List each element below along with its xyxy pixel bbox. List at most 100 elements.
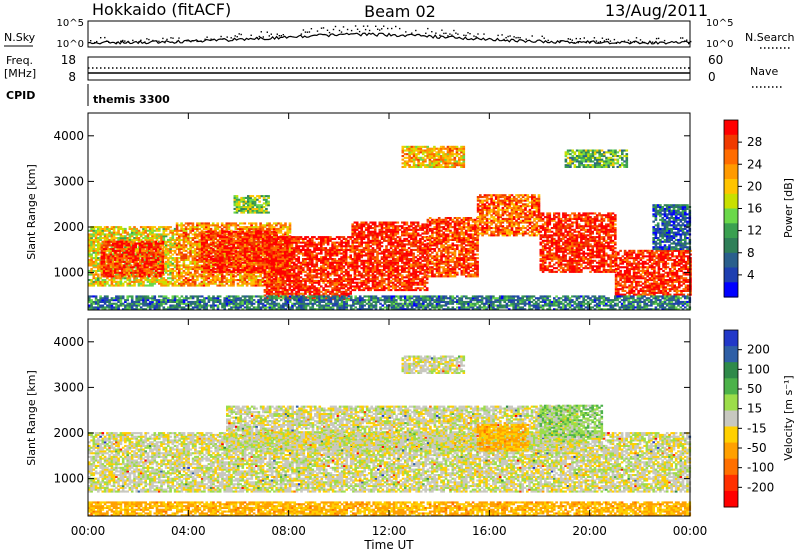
heatmap-cell [143, 255, 146, 257]
heatmap-cell [124, 277, 127, 279]
heatmap-cell [105, 246, 108, 248]
heatmap-cell [325, 242, 328, 244]
heatmap-cell [187, 264, 190, 266]
heatmap-cell [248, 258, 251, 260]
heatmap-cell [304, 264, 307, 266]
heatmap-cell [273, 234, 276, 236]
nsearch-point [513, 36, 514, 37]
heatmap-cell [174, 241, 177, 243]
heatmap-cell [196, 241, 199, 243]
heatmap-cell [112, 255, 115, 257]
heatmap-cell [325, 267, 328, 269]
heatmap-cell [203, 238, 206, 240]
heatmap-cell [93, 230, 96, 232]
heatmap-cell [257, 265, 260, 267]
heatmap-cell [183, 263, 186, 265]
heatmap-cell [180, 233, 183, 235]
heatmap-cell [104, 230, 107, 232]
heatmap-cell [235, 236, 238, 238]
heatmap-cell [123, 241, 126, 243]
heatmap-cell [251, 265, 254, 267]
heatmap-cell [112, 266, 115, 268]
heatmap-cell [180, 230, 183, 232]
heatmap-cell [135, 228, 138, 230]
heatmap-cell [228, 281, 231, 283]
nsearch-point [158, 41, 159, 42]
heatmap-cell [297, 249, 300, 251]
heatmap-cell [104, 235, 107, 237]
heatmap-cell [260, 271, 263, 273]
heatmap-cell [244, 279, 247, 281]
heatmap-cell [322, 282, 325, 284]
heatmap-cell [123, 244, 126, 246]
heatmap-cell [253, 260, 256, 262]
heatmap-cell [172, 250, 175, 252]
heatmap-cell [331, 245, 334, 247]
heatmap-cell [130, 264, 133, 266]
heatmap-cell [327, 243, 330, 245]
heatmap-cell [282, 291, 285, 293]
heatmap-cell [196, 244, 199, 246]
heatmap-cell [163, 285, 166, 287]
nsearch-point [124, 40, 125, 41]
heatmap-cell [304, 282, 307, 284]
heatmap-cell [196, 252, 199, 254]
heatmap-cell [297, 291, 300, 293]
heatmap-cell [327, 273, 330, 275]
heatmap-cell [123, 266, 126, 268]
heatmap-cell [180, 268, 183, 270]
heatmap-cell [113, 232, 116, 234]
heatmap-cell [304, 280, 307, 282]
heatmap-cell [116, 243, 119, 245]
heatmap-cell [151, 281, 154, 283]
heatmap-cell [155, 264, 158, 266]
heatmap-cell [259, 275, 262, 277]
heatmap-cell [232, 281, 235, 283]
heatmap-cell [268, 271, 271, 273]
heatmap-cell [219, 242, 222, 244]
heatmap-cell [237, 251, 240, 253]
heatmap-cell [297, 282, 300, 284]
heatmap-cell [117, 285, 120, 287]
heatmap-cell [327, 253, 330, 255]
heatmap-cell [336, 247, 339, 249]
heatmap-cell [320, 247, 323, 249]
heatmap-cell [316, 264, 319, 266]
heatmap-cell [201, 277, 204, 279]
heatmap-cell [183, 261, 186, 263]
heatmap-cell [155, 252, 158, 254]
heatmap-cell [336, 284, 339, 286]
heatmap-cell [277, 251, 280, 253]
heatmap-cell [279, 253, 282, 255]
heatmap-cell [142, 283, 145, 285]
heatmap-cell [112, 244, 115, 246]
heatmap-cell [129, 239, 132, 241]
heatmap-cell [103, 261, 106, 263]
heatmap-cell [266, 273, 269, 275]
heatmap-cell [180, 274, 183, 276]
heatmap-cell [282, 273, 285, 275]
heatmap-cell [235, 258, 238, 260]
heatmap-cell [297, 251, 300, 253]
heatmap-cell [237, 285, 240, 287]
heatmap-cell [172, 254, 175, 256]
heatmap-cell [208, 251, 211, 253]
heatmap-cell [144, 279, 147, 281]
nsearch-point [399, 28, 400, 29]
heatmap-cell [219, 226, 222, 228]
heatmap-cell [172, 270, 175, 272]
heatmap-cell [235, 269, 238, 271]
heatmap-cell [192, 237, 195, 239]
heatmap-cell [266, 264, 269, 266]
heatmap-cell [316, 238, 319, 240]
heatmap-cell [95, 255, 98, 257]
heatmap-cell [235, 253, 238, 255]
heatmap-cell [101, 244, 104, 246]
heatmap-cell [289, 230, 292, 232]
heatmap-cell [331, 293, 334, 295]
heatmap-cell [311, 284, 314, 286]
heatmap-cell [325, 289, 328, 291]
heatmap-cell [297, 236, 300, 238]
heatmap-cell [273, 254, 276, 256]
heatmap-cell [144, 230, 147, 232]
